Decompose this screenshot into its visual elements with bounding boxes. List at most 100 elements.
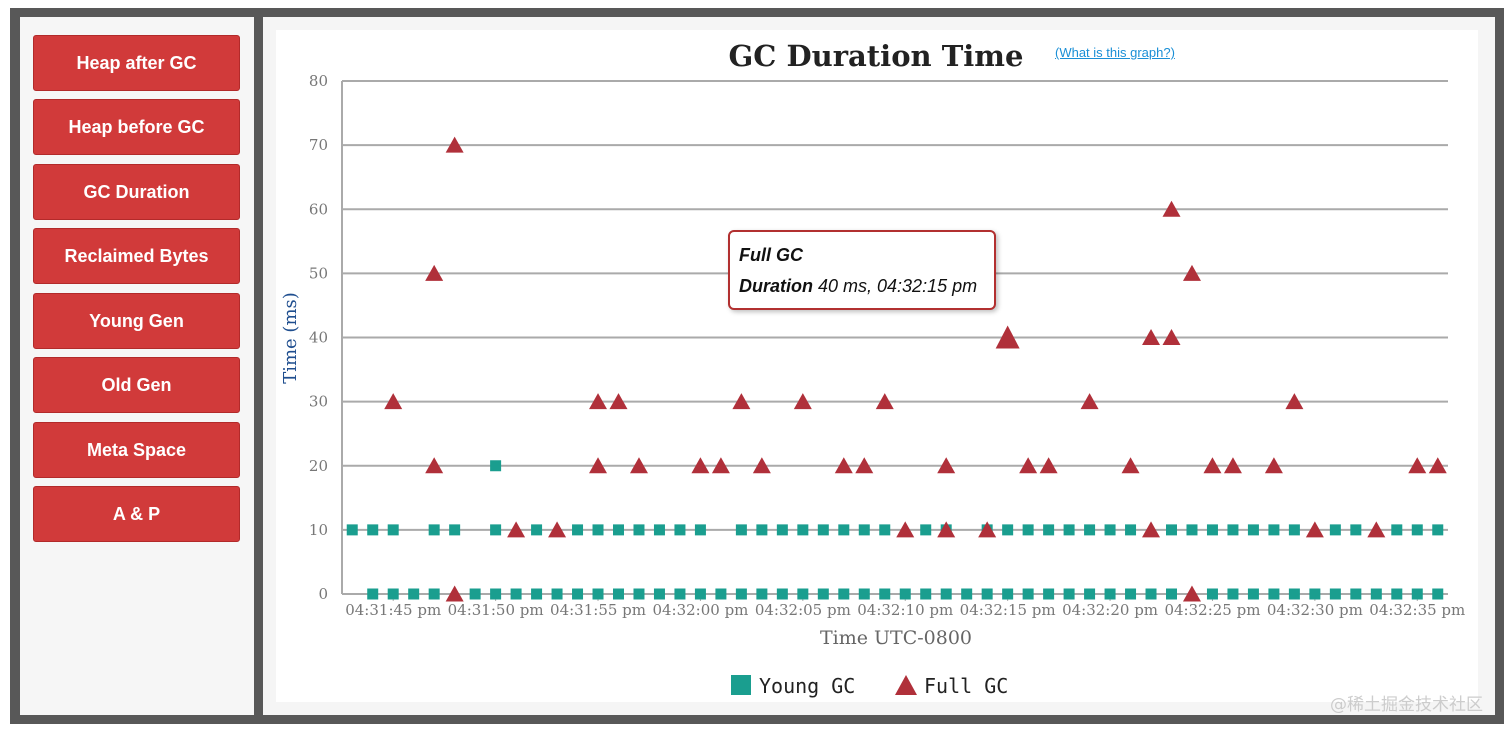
young-gc-point[interactable] [920,524,932,536]
young-gc-point[interactable] [490,460,502,472]
young-gc-point[interactable] [797,588,809,600]
young-gc-point[interactable] [1125,524,1137,536]
young-gc-point[interactable] [633,588,645,600]
young-gc-point[interactable] [428,588,440,600]
young-gc-point[interactable] [817,588,829,600]
full-gc-point[interactable] [1223,457,1242,474]
young-gc-point[interactable] [756,588,768,600]
young-gc-point[interactable] [817,524,829,536]
full-gc-point[interactable] [548,521,567,538]
what-is-this-graph-link[interactable]: (What is this graph?) [1055,45,1175,60]
young-gc-point[interactable] [1350,524,1362,536]
young-gc-point[interactable] [572,588,584,600]
full-gc-point[interactable] [875,393,894,410]
full-gc-point[interactable] [384,393,403,410]
young-gc-point[interactable] [674,524,686,536]
young-gc-point[interactable] [449,524,461,536]
young-gc-point[interactable] [797,524,809,536]
full-gc-point[interactable] [445,585,464,602]
young-gc-point[interactable] [1411,588,1423,600]
legend-young-gc-label[interactable]: Young GC [759,674,855,698]
young-gc-point[interactable] [735,588,747,600]
young-gc-point[interactable] [1432,588,1444,600]
full-gc-point[interactable] [1162,329,1181,345]
full-gc-point[interactable] [609,393,628,410]
young-gc-point[interactable] [490,524,502,536]
young-gc-point[interactable] [1247,524,1259,536]
young-gc-point[interactable] [592,588,604,600]
young-gc-point[interactable] [1370,588,1382,600]
old-gen-button[interactable]: Old Gen [33,357,240,413]
full-gc-point-highlighted[interactable] [995,325,1020,349]
young-gc-point[interactable] [1166,524,1177,536]
full-gc-point[interactable] [629,457,648,474]
full-gc-point[interactable] [1080,393,1099,410]
young-gc-point[interactable] [1227,524,1239,536]
full-gc-point[interactable] [1408,457,1427,474]
young-gc-point[interactable] [1043,588,1055,600]
young-gen-button[interactable]: Young Gen [33,293,240,349]
young-gc-point[interactable] [1288,588,1300,600]
young-gc-point[interactable] [1329,524,1341,536]
heap-before-gc-button[interactable]: Heap before GC [33,99,240,155]
young-gc-point[interactable] [1063,588,1075,600]
meta-space-button[interactable]: Meta Space [33,422,240,478]
young-gc-point[interactable] [1206,588,1218,600]
full-gc-point[interactable] [425,457,444,474]
young-gc-point[interactable] [1186,524,1198,536]
young-gc-point[interactable] [531,588,543,600]
young-gc-point[interactable] [613,524,624,536]
young-gc-point[interactable] [838,524,850,536]
full-gc-point[interactable] [589,393,608,410]
young-gc-point[interactable] [1104,524,1116,536]
full-gc-point[interactable] [834,457,853,474]
young-gc-point[interactable] [490,588,502,600]
young-gc-point[interactable] [510,588,522,600]
full-gc-point[interactable] [896,521,915,538]
full-gc-point[interactable] [937,521,956,538]
young-gc-point[interactable] [1309,588,1321,600]
young-gc-point[interactable] [1432,524,1444,536]
full-gc-point[interactable] [507,521,526,538]
young-gc-point[interactable] [715,588,727,600]
young-gc-point[interactable] [387,524,399,536]
young-gc-point[interactable] [694,588,706,600]
full-gc-point[interactable] [1203,457,1222,474]
young-gc-point[interactable] [1288,524,1300,536]
a-and-p-button[interactable]: A & P [33,486,240,542]
young-gc-point[interactable] [1084,588,1096,600]
young-gc-point[interactable] [674,588,686,600]
full-gc-point[interactable] [1142,521,1161,538]
young-gc-point[interactable] [1063,524,1075,536]
young-gc-point[interactable] [1329,588,1341,600]
young-gc-point[interactable] [1145,588,1157,600]
young-gc-point[interactable] [1268,588,1280,600]
full-gc-point[interactable] [691,457,710,474]
heap-after-gc-button[interactable]: Heap after GC [33,35,240,91]
young-gc-point[interactable] [981,588,993,600]
young-gc-point[interactable] [367,588,379,600]
young-gc-point[interactable] [858,588,870,600]
young-gc-point[interactable] [592,524,604,536]
full-gc-point[interactable] [855,457,874,474]
gc-duration-button[interactable]: GC Duration [33,164,240,220]
young-gc-point[interactable] [940,588,952,600]
full-gc-point[interactable] [1367,521,1386,538]
young-gc-point[interactable] [879,524,891,536]
young-gc-point[interactable] [1002,588,1014,600]
young-gc-point[interactable] [756,524,768,536]
young-gc-point[interactable] [531,524,543,536]
young-gc-point[interactable] [735,524,747,536]
young-gc-point[interactable] [776,588,788,600]
full-gc-point[interactable] [1162,200,1181,217]
young-gc-point[interactable] [920,588,932,600]
young-gc-point[interactable] [838,588,850,600]
full-gc-point[interactable] [793,393,812,410]
full-gc-point[interactable] [445,136,464,153]
young-gc-point[interactable] [776,524,788,536]
young-gc-point[interactable] [961,588,973,600]
young-gc-point[interactable] [1022,524,1034,536]
full-gc-point[interactable] [1182,585,1201,602]
young-gc-point[interactable] [694,524,706,536]
young-gc-point[interactable] [1125,588,1137,600]
